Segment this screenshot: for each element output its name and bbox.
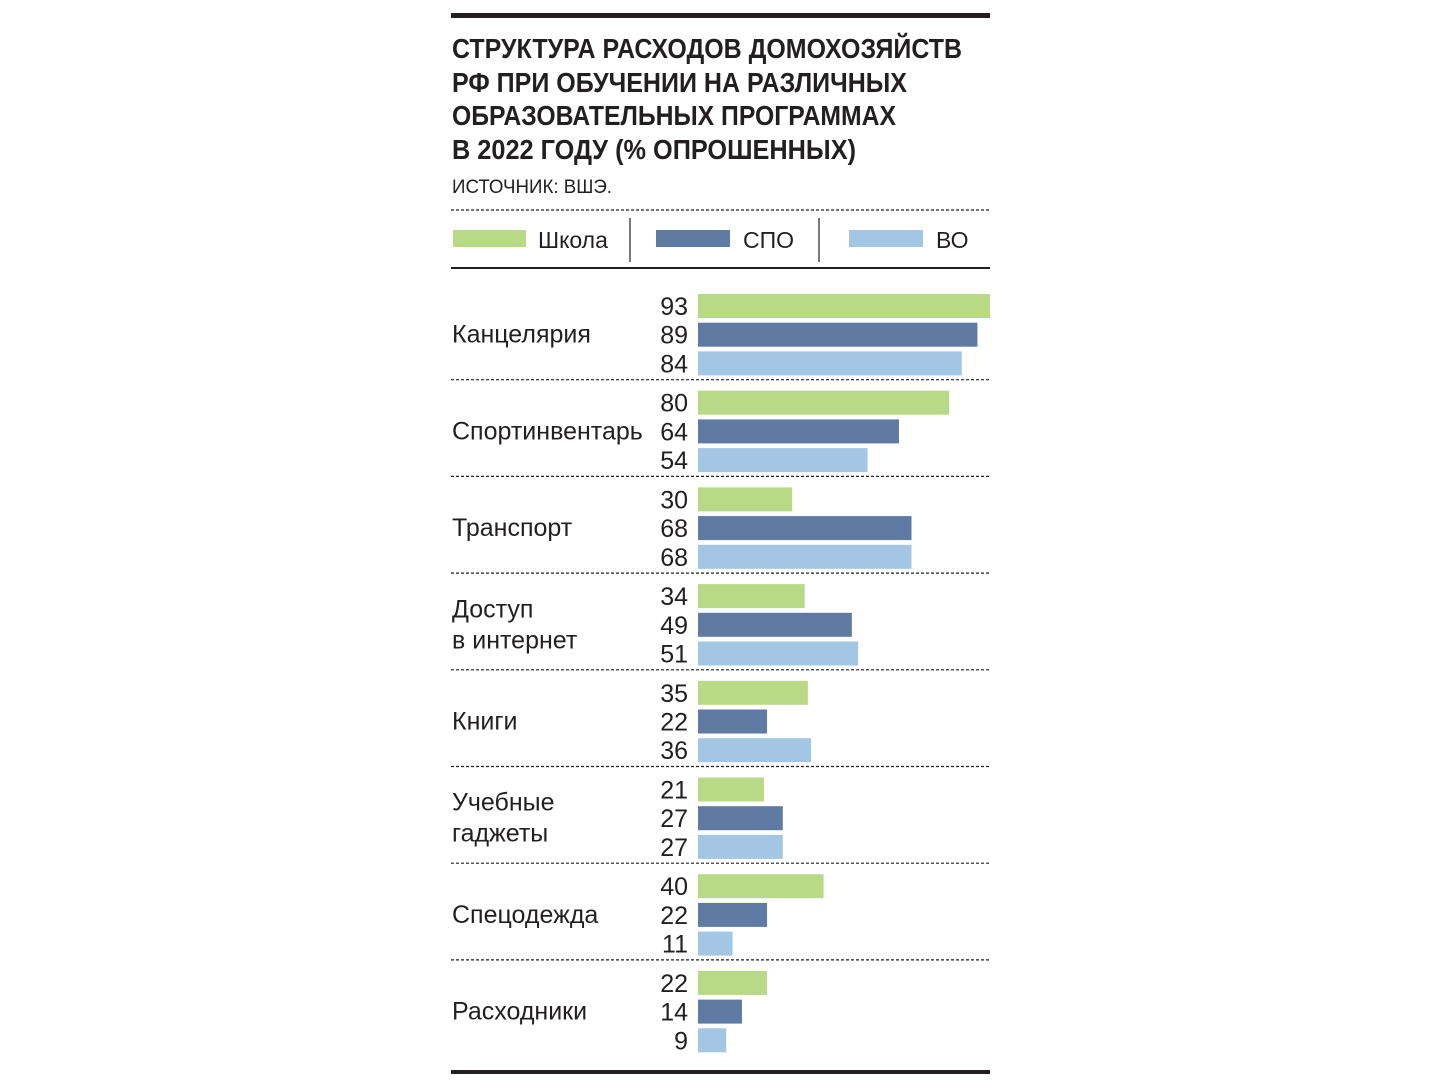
value-label: 9 <box>674 1027 688 1055</box>
category-label: Канцелярия <box>452 321 591 349</box>
bar <box>698 419 899 444</box>
title-line-2: РФ ПРИ ОБУЧЕНИИ НА РАЗЛИЧНЫХ <box>452 67 907 98</box>
value-label: 34 <box>660 583 688 611</box>
value-label: 93 <box>660 293 688 321</box>
legend-bottom-rule <box>451 267 990 269</box>
value-label: 68 <box>660 544 688 572</box>
legend: Школа СПО ВО <box>453 218 968 262</box>
value-label: 22 <box>660 970 688 998</box>
bar <box>698 487 793 512</box>
value-label: 22 <box>660 709 688 737</box>
value-label: 54 <box>660 447 688 475</box>
value-label: 35 <box>660 680 688 708</box>
value-label: 27 <box>660 834 688 862</box>
bar <box>698 902 768 927</box>
bar <box>698 390 950 415</box>
value-label: 84 <box>660 350 688 378</box>
value-label: 51 <box>660 641 688 669</box>
bar <box>698 874 824 899</box>
category-label: Спецодежда <box>452 901 598 929</box>
value-label: 30 <box>660 486 688 514</box>
title-line-3: ОБРАЗОВАТЕЛЬНЫХ ПРОГРАММАХ <box>452 100 896 131</box>
chart-title: СТРУКТУРА РАСХОДОВ ДОМОХОЗЯЙСТВ РФ ПРИ О… <box>452 32 962 165</box>
title-line-4: В 2022 ГОДУ (% ОПРОШЕННЫХ) <box>452 134 856 165</box>
bar <box>698 680 808 705</box>
bar <box>698 931 733 956</box>
bar <box>698 1028 727 1053</box>
bar <box>698 322 978 347</box>
legend-label-vo: ВО <box>936 227 968 253</box>
category-label: Доступ <box>452 595 533 623</box>
legend-label-school: Школа <box>538 227 608 253</box>
value-label: 49 <box>660 612 688 640</box>
bar <box>698 709 768 734</box>
bar <box>698 970 768 995</box>
value-label: 27 <box>660 805 688 833</box>
bar <box>698 641 859 666</box>
value-label: 21 <box>660 777 688 805</box>
bottom-rule <box>451 1070 990 1074</box>
value-label: 40 <box>660 873 688 901</box>
category-label: Транспорт <box>452 514 573 542</box>
bar <box>698 584 805 609</box>
category-label: Спортинвентарь <box>452 417 643 445</box>
bar <box>698 516 912 541</box>
bar <box>698 834 783 859</box>
category-label: в интернет <box>452 626 578 654</box>
bar <box>698 999 742 1024</box>
bar <box>698 738 812 763</box>
source-note: ИСТОЧНИК: ВШЭ. <box>452 177 612 198</box>
bar <box>698 294 990 318</box>
value-label: 64 <box>660 418 688 446</box>
legend-swatch-school <box>453 230 526 247</box>
category-label: гаджеты <box>452 820 548 848</box>
category-label: Книги <box>452 708 517 736</box>
bar <box>698 351 962 376</box>
category-label: Расходники <box>452 998 587 1026</box>
bar <box>698 777 764 802</box>
value-label: 22 <box>660 902 688 930</box>
bar <box>698 544 912 569</box>
value-label: 36 <box>660 737 688 765</box>
bar <box>698 806 783 831</box>
legend-swatch-spo <box>656 230 730 247</box>
bar <box>698 448 868 473</box>
value-label: 89 <box>660 322 688 350</box>
bar <box>698 612 852 637</box>
value-label: 80 <box>660 390 688 418</box>
title-line-1: СТРУКТУРА РАСХОДОВ ДОМОХОЗЯЙСТВ <box>452 32 962 64</box>
value-label: 11 <box>662 931 688 959</box>
category-label: Учебные <box>452 789 555 817</box>
top-rule <box>451 13 990 18</box>
value-label: 14 <box>660 999 688 1027</box>
legend-swatch-vo <box>849 230 923 247</box>
legend-label-spo: СПО <box>743 227 794 253</box>
value-label: 68 <box>660 515 688 543</box>
